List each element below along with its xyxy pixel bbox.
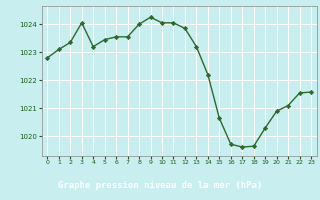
Text: Graphe pression niveau de la mer (hPa): Graphe pression niveau de la mer (hPa) xyxy=(58,181,262,190)
